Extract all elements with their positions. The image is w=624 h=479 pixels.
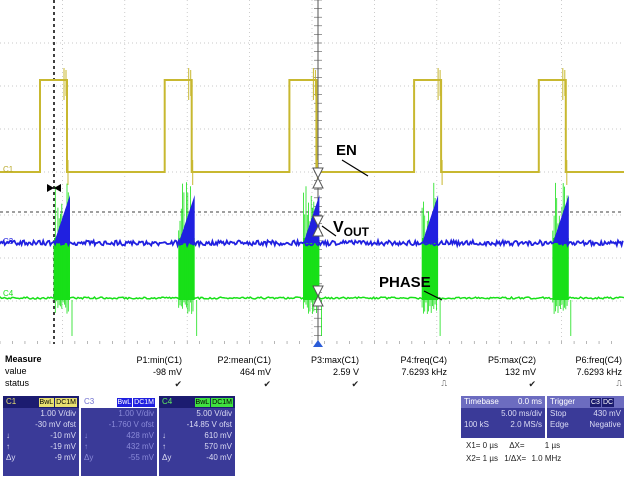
channel-box-name: C4	[162, 397, 173, 406]
channel-box-c1[interactable]: C1 BwL DC1M 1.00 V/div -30 mV ofst ↓ -10 m…	[3, 396, 79, 476]
measure-p3[interactable]: P3:max(C1) 2.59 V ✔	[283, 354, 359, 390]
pulse-icon: ⎍	[441, 379, 447, 388]
trigger-time-marker[interactable]	[313, 340, 323, 347]
timebase-samples: 100 kS	[464, 420, 489, 429]
channel-box-c4[interactable]: C4 BwL DC1M 5.00 V/div -14.85 V ofst ↓ 610…	[159, 396, 235, 476]
cursor-dx: 1 µs	[544, 441, 561, 450]
timebase-per-div: 5.00 ms/div	[501, 409, 542, 418]
timebase-rate: 2.0 MS/s	[510, 420, 542, 429]
cursor-row-1: ↓ 428 mV	[84, 431, 154, 440]
arrow-vout	[321, 225, 337, 237]
cursor-readout-row1: X1= 0 µs ΔX= 1 µs	[466, 441, 560, 450]
measure-p6-value: 7.6293 kHz	[576, 367, 622, 377]
offset: -14.85 V ofst	[186, 420, 232, 429]
cursor-row-3: Δy -55 mV	[84, 453, 154, 462]
cursor-x2: X2= 1 µs	[466, 454, 498, 463]
measure-p4-value: 7.6293 kHz	[401, 367, 447, 377]
measure-p1[interactable]: P1:min(C1) -98 mV ✔	[106, 354, 182, 390]
trigger-slope: Negative	[589, 420, 621, 429]
coupling-tag: DC1M	[133, 398, 155, 407]
trace-c1	[0, 68, 624, 185]
cursor-inv: 1.0 MHz	[531, 454, 562, 463]
trigger-level: 430 mV	[593, 409, 621, 418]
measure-p2-value: 464 mV	[239, 367, 271, 377]
cursor-dx-label: ΔX=	[509, 441, 525, 450]
measure-p3-header: P3:max(C1)	[310, 355, 359, 365]
measure-p1-header: P1:min(C1)	[136, 355, 182, 365]
label-vout: VOUT	[333, 219, 370, 239]
label-phase: PHASE	[379, 274, 431, 291]
timebase-label: Timebase	[464, 397, 499, 406]
cursor-row-2: ↑ 432 mV	[84, 442, 154, 451]
arrow-en	[341, 159, 369, 177]
cursor-readout-row2: X2= 1 µs 1/ΔX= 1.0 MHz	[466, 454, 561, 463]
cursor-row-2: ↑ 570 mV	[162, 442, 232, 451]
measure-p2-header: P2:mean(C1)	[217, 355, 271, 365]
coupling-tag: DC1M	[55, 398, 77, 407]
measure-p5[interactable]: P5:max(C2) 132 mV ✔	[460, 354, 536, 390]
checkmark-icon: ✔	[263, 379, 271, 389]
offset: -1.760 V ofst	[108, 420, 154, 429]
channel-box-c3[interactable]: C3 BwL DC1M 1.00 V/div -1.760 V ofst ↓ 428…	[81, 396, 157, 476]
measure-row-status: status	[5, 378, 30, 388]
vdiv: 1.00 V/div	[118, 409, 154, 418]
cursor-row-3: Δy -40 mV	[162, 453, 232, 462]
annotation-markers	[312, 167, 324, 307]
vdiv: 1.00 V/div	[40, 409, 76, 418]
measure-p5-value: 132 mV	[504, 367, 536, 377]
timebase-delay: 0.0 ms	[517, 397, 542, 406]
cursor-inv-label: 1/ΔX=	[504, 454, 527, 463]
trigger-mode: Stop	[550, 409, 567, 418]
measure-p6[interactable]: P6:freq(C4) 7.6293 kHz ⎍	[546, 354, 622, 390]
waveform-traces	[0, 68, 624, 336]
cursor-row-1: ↓ 610 mV	[162, 431, 232, 440]
measure-p5-header: P5:max(C2)	[487, 355, 536, 365]
cursor-row-1: ↓ -10 mV	[6, 431, 76, 440]
measure-p4-header: P4:freq(C4)	[400, 355, 447, 365]
cursor-row-2: ↑ -19 mV	[6, 442, 76, 451]
trigger-coupling-tag: DC	[601, 398, 615, 407]
trigger-channel-tag: C3	[590, 398, 601, 407]
measure-p3-value: 2.59 V	[332, 367, 359, 377]
channel-marker-c1[interactable]: C1	[3, 165, 14, 174]
coupling-tag: DC1M	[211, 398, 233, 407]
bandwidth-limit-tag: BwL	[38, 398, 55, 407]
cursor-x1: X1= 0 µs	[466, 441, 498, 450]
channel-marker-c4[interactable]: C4	[3, 289, 14, 298]
channel-box-name: C1	[6, 397, 17, 406]
trigger-label: Trigger	[550, 397, 576, 406]
measure-p4[interactable]: P4:freq(C4) 7.6293 kHz ⎍	[371, 354, 447, 390]
measure-row-value: value	[5, 366, 27, 376]
arrow-phase	[423, 290, 443, 301]
trace-c4	[0, 182, 624, 336]
measure-title: Measure	[5, 354, 42, 364]
bandwidth-limit-tag: BwL	[116, 398, 133, 407]
cursor-row-3: Δy -9 mV	[6, 453, 76, 462]
bandwidth-limit-tag: BwL	[194, 398, 211, 407]
label-en: EN	[336, 142, 357, 159]
checkmark-icon: ✔	[174, 379, 182, 389]
channel-marker-c3[interactable]: C3	[3, 237, 14, 246]
checkmark-icon: ✔	[351, 379, 359, 389]
trigger-box[interactable]: Trigger C3 DC Stop 430 mV Edge Negative	[547, 396, 624, 438]
channel-box-name: C3	[84, 397, 95, 406]
pulse-icon: ⎍	[616, 379, 622, 388]
measure-p2[interactable]: P2:mean(C1) 464 mV ✔	[195, 354, 271, 390]
cursor-marker-icon[interactable]	[47, 184, 61, 192]
measure-p6-header: P6:freq(C4)	[575, 355, 622, 365]
vdiv: 5.00 V/div	[196, 409, 232, 418]
scope-display[interactable]: C1 C3 C4 EN VOUT PHASE	[0, 0, 624, 352]
trigger-type: Edge	[550, 420, 569, 429]
offset: -30 mV ofst	[35, 420, 76, 429]
measure-p1-value: -98 mV	[152, 367, 182, 377]
checkmark-icon: ✔	[528, 379, 536, 389]
timebase-box[interactable]: Timebase 0.0 ms 5.00 ms/div 100 kS 2.0 MS/…	[461, 396, 545, 438]
